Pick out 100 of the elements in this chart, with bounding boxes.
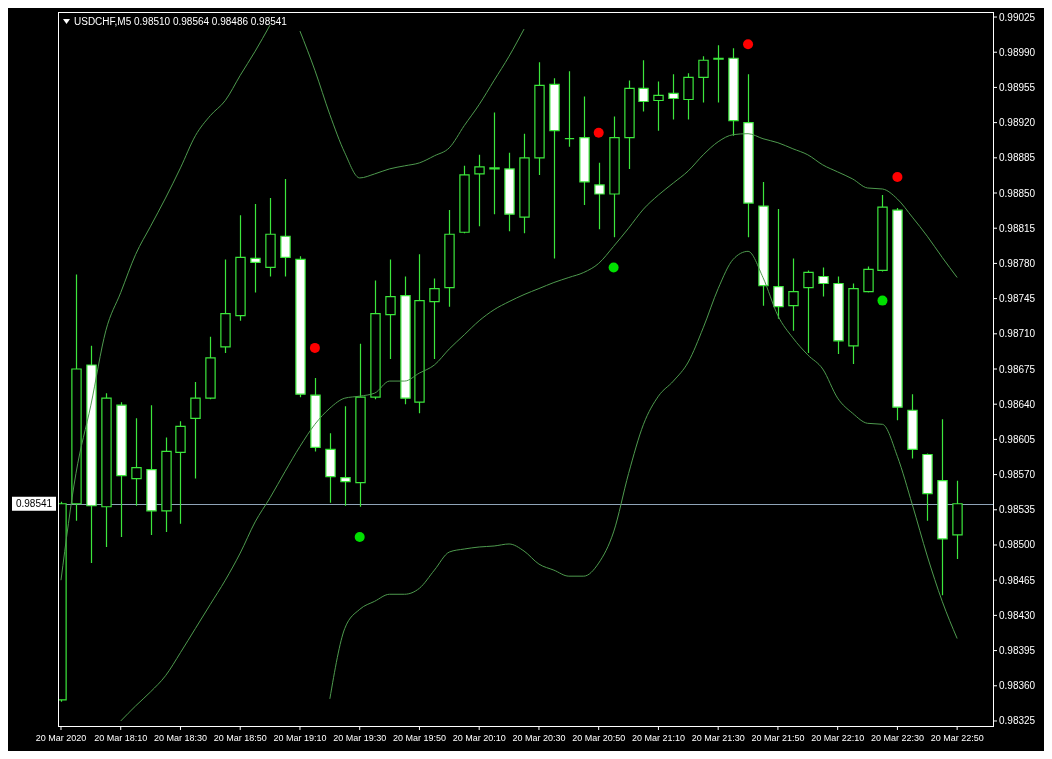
candlestick	[205, 336, 216, 400]
candlestick	[609, 115, 620, 238]
candlestick	[579, 95, 590, 206]
x-tick-label: 20 Mar 20:10	[452, 733, 506, 743]
candlestick	[161, 436, 172, 533]
candlestick	[863, 265, 874, 294]
candlestick	[713, 44, 724, 104]
candlestick	[190, 381, 201, 480]
candlestick	[952, 480, 963, 560]
y-tick-label: 0.98535	[999, 504, 1036, 516]
candlestick	[265, 197, 276, 278]
candlestick	[459, 165, 470, 234]
candlestick	[668, 73, 679, 121]
candlestick	[295, 255, 306, 398]
candlestick	[698, 55, 709, 104]
candlestick	[175, 420, 186, 525]
y-tick-label: 0.98640	[999, 398, 1036, 410]
point	[309, 342, 320, 353]
candlestick	[594, 162, 605, 230]
candlestick	[280, 178, 291, 278]
x-tick-label: 20 Mar 19:10	[273, 733, 327, 743]
candlestick	[519, 133, 530, 234]
candlestick	[803, 269, 814, 354]
y-tick-label: 0.98710	[999, 328, 1036, 340]
candlestick	[728, 47, 739, 137]
candlestick	[877, 194, 888, 273]
y-tick-label: 0.98360	[999, 680, 1036, 692]
candlestick	[489, 111, 500, 215]
point	[608, 262, 619, 273]
candlestick	[340, 405, 351, 507]
candlestick	[848, 282, 859, 365]
candlestick	[385, 258, 396, 360]
candlestick	[71, 273, 82, 522]
x-tick-label: 20 Mar 21:10	[631, 733, 685, 743]
candlestick	[146, 404, 157, 536]
point	[354, 531, 365, 542]
candlestick	[355, 343, 366, 508]
y-tick-label: 0.98850	[999, 187, 1036, 199]
y-tick-label: 0.98500	[999, 539, 1036, 551]
candlestick	[638, 59, 649, 113]
point	[593, 127, 604, 138]
y-tick-label: 0.98570	[999, 469, 1036, 481]
point	[892, 171, 903, 182]
x-tick-label: 20 Mar 19:30	[333, 733, 387, 743]
point	[877, 295, 888, 306]
candlestick	[101, 392, 112, 548]
candlestick	[474, 154, 485, 227]
candlestick	[220, 258, 231, 354]
candlestick	[833, 275, 844, 355]
candlestick	[504, 152, 515, 232]
y-tick-label: 0.98395	[999, 645, 1036, 657]
candlestick	[235, 214, 246, 322]
x-tick-label: 20 Mar 22:30	[870, 733, 924, 743]
x-tick-label: 20 Mar 20:50	[572, 733, 626, 743]
x-tick-label: 20 Mar 19:50	[392, 733, 446, 743]
candlestick	[922, 452, 933, 522]
ref-line-label: 0.98541	[15, 498, 53, 510]
candlestick	[444, 209, 455, 308]
candlestick	[907, 393, 918, 460]
x-tick-label: 20 Mar 21:30	[691, 733, 745, 743]
point	[743, 39, 754, 50]
candlestick	[429, 277, 440, 360]
chart-title: USDCHF,M5 0.98510 0.98564 0.98486 0.98541	[74, 16, 288, 27]
candlestick	[773, 208, 784, 320]
y-tick-label: 0.98780	[999, 257, 1036, 269]
x-tick-label: 20 Mar 22:10	[811, 733, 865, 743]
candlestick	[788, 257, 799, 332]
candlestick	[325, 432, 336, 504]
y-tick-label: 0.98605	[999, 433, 1036, 445]
y-tick-label: 0.98815	[999, 222, 1036, 234]
y-tick-label: 0.98325	[999, 715, 1036, 727]
candlestick	[86, 345, 97, 564]
candlestick	[310, 377, 321, 453]
y-tick-label: 0.98430	[999, 609, 1036, 621]
candlestick	[653, 80, 664, 132]
y-tick-label: 0.98465	[999, 574, 1036, 586]
candlestick	[549, 77, 560, 259]
x-tick-label: 20 Mar 18:10	[94, 733, 148, 743]
x-tick-label: 20 Mar 18:30	[153, 733, 207, 743]
line-series	[329, 250, 958, 700]
candlestick	[743, 73, 754, 238]
candlestick	[937, 418, 948, 596]
candlestick	[116, 401, 127, 538]
y-tick-label: 0.98885	[999, 152, 1036, 164]
y-tick-label: 0.98920	[999, 117, 1036, 129]
x-tick-label: 20 Mar 18:50	[213, 733, 267, 743]
candlestick	[131, 417, 142, 507]
candlestick	[683, 72, 694, 121]
x-tick-label: 20 Mar 22:50	[930, 733, 984, 743]
candlestick	[400, 275, 411, 405]
candlestick	[370, 279, 381, 400]
y-tick-label: 0.98675	[999, 363, 1036, 375]
candlestick	[534, 61, 545, 176]
candlestick	[818, 266, 829, 298]
candlestick	[892, 207, 903, 421]
candlestick	[758, 181, 769, 307]
x-tick-label: 20 Mar 20:30	[512, 733, 566, 743]
candlestick	[250, 203, 261, 294]
y-tick-label: 0.98745	[999, 293, 1036, 305]
y-tick-label: 0.99025	[999, 11, 1036, 23]
